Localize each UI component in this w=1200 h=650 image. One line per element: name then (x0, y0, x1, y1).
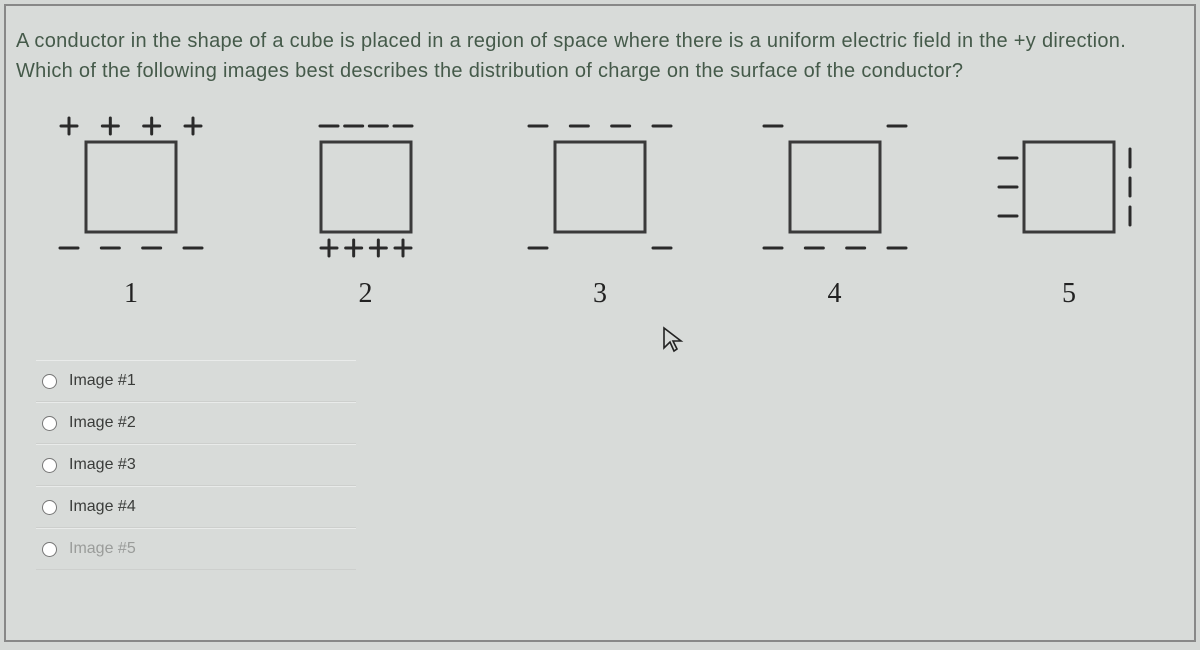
diagram-2-figure (293, 114, 439, 260)
answer-options: Image #1 Image #2 Image #3 Image #4 Image #5 (36, 360, 1184, 570)
diagram-1-label: 1 (124, 278, 138, 310)
diagram-1: 1 (26, 114, 236, 310)
diagram-2: 2 (261, 114, 471, 310)
option-label-opt5: Image #5 (69, 540, 136, 558)
diagram-4-label: 4 (828, 278, 842, 310)
diagram-4-figure (762, 114, 908, 260)
diagram-2-label: 2 (359, 278, 373, 310)
diagram-row: 1 2 3 4 5 (16, 114, 1184, 310)
diagram-1-figure (58, 114, 204, 260)
diagram-5-label: 5 (1062, 278, 1076, 310)
option-label-opt4: Image #4 (69, 498, 136, 516)
radio-opt1[interactable] (42, 374, 57, 389)
option-label-opt1: Image #1 (69, 372, 136, 390)
option-opt1[interactable]: Image #1 (36, 360, 356, 402)
diagram-3-figure (527, 114, 673, 260)
diagram-5: 5 (964, 114, 1174, 310)
radio-opt2[interactable] (42, 416, 57, 431)
option-opt2[interactable]: Image #2 (36, 402, 356, 444)
mouse-cursor-icon (661, 326, 685, 361)
diagram-3: 3 (495, 114, 705, 310)
radio-opt5[interactable] (42, 542, 57, 557)
option-opt3[interactable]: Image #3 (36, 444, 356, 486)
question-line-1: A conductor in the shape of a cube is pl… (16, 30, 1036, 52)
option-label-opt3: Image #3 (69, 456, 136, 474)
radio-opt4[interactable] (42, 500, 57, 515)
question-text: A conductor in the shape of a cube is pl… (16, 26, 1184, 86)
option-opt4[interactable]: Image #4 (36, 486, 356, 528)
quiz-frame: A conductor in the shape of a cube is pl… (4, 4, 1196, 642)
diagram-5-figure (996, 114, 1142, 260)
diagram-4: 4 (730, 114, 940, 310)
radio-opt3[interactable] (42, 458, 57, 473)
diagram-3-label: 3 (593, 278, 607, 310)
option-label-opt2: Image #2 (69, 414, 136, 432)
option-opt5[interactable]: Image #5 (36, 528, 356, 570)
